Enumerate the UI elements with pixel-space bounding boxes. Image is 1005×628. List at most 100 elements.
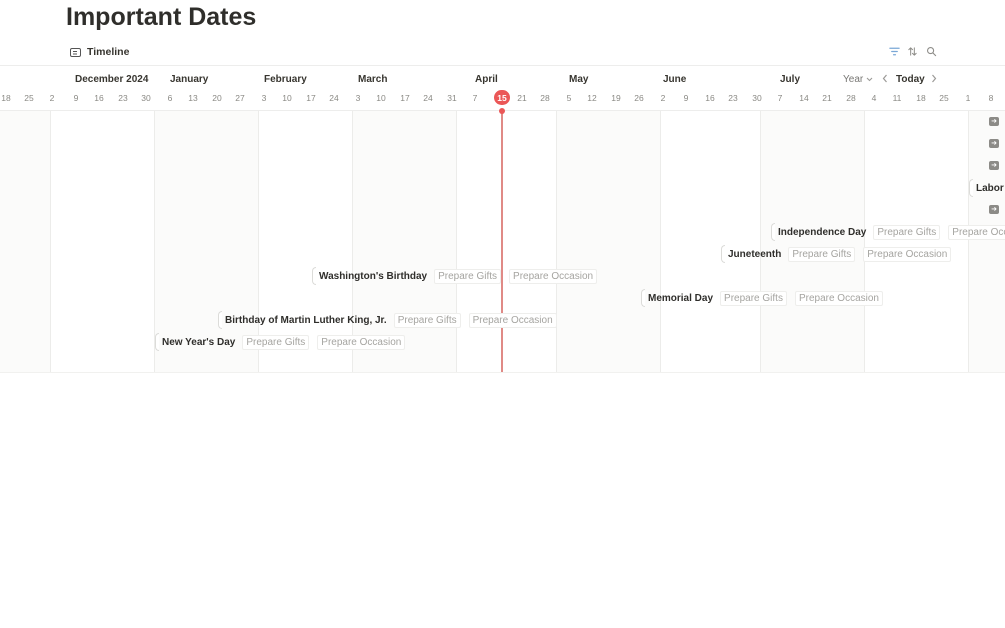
- month-gridline: [154, 111, 155, 373]
- month-gridline: [50, 111, 51, 373]
- month-gridline: [456, 111, 457, 373]
- filter-icon[interactable]: [888, 45, 900, 57]
- timeline-event[interactable]: Labor D: [969, 179, 1005, 197]
- day-tick: 8: [988, 93, 994, 103]
- event-drag-handle[interactable]: [721, 245, 725, 263]
- day-tick: 16: [705, 93, 715, 103]
- day-tick: 2: [660, 93, 666, 103]
- day-tick: 7: [777, 93, 783, 103]
- header-divider: [0, 65, 1005, 66]
- day-tick: 7: [472, 93, 478, 103]
- day-tick: 26: [634, 93, 644, 103]
- month-label: May: [569, 74, 589, 85]
- event-drag-handle[interactable]: [218, 311, 222, 329]
- event-property-chip: Prepare Gifts: [434, 268, 502, 284]
- month-gridline: [760, 111, 761, 373]
- event-name[interactable]: Juneteenth: [728, 248, 782, 260]
- day-tick: 21: [517, 93, 527, 103]
- day-tick: 23: [118, 93, 128, 103]
- month-label: April: [475, 74, 498, 85]
- today-line: [501, 110, 503, 373]
- scroll-to-event-arrow-icon[interactable]: ➜: [989, 139, 999, 148]
- event-drag-handle[interactable]: [155, 333, 159, 351]
- month-gridline: [660, 111, 661, 373]
- timeline-event[interactable]: Memorial Day Prepare Gifts Prepare Occas…: [641, 289, 891, 307]
- timeline-event[interactable]: Washington's Birthday Prepare Gifts Prep…: [312, 267, 605, 285]
- event-name[interactable]: Labor D: [976, 182, 1005, 194]
- day-tick: 10: [282, 93, 292, 103]
- day-tick: 24: [329, 93, 339, 103]
- column-shade: [352, 111, 456, 373]
- scroll-to-event-arrow-icon[interactable]: ➜: [989, 205, 999, 214]
- today-date-badge: 15: [494, 90, 510, 105]
- month-label: January: [170, 74, 209, 85]
- event-name[interactable]: New Year's Day: [162, 336, 236, 348]
- chevron-right-icon[interactable]: [931, 74, 937, 86]
- scale-select-value: Year: [843, 74, 864, 85]
- column-shade: [760, 111, 864, 373]
- day-tick: 3: [355, 93, 361, 103]
- day-tick: 9: [73, 93, 79, 103]
- event-name[interactable]: Memorial Day: [648, 292, 714, 304]
- tab-timeline[interactable]: Timeline: [70, 43, 129, 61]
- today-button[interactable]: Today: [896, 74, 925, 85]
- event-drag-handle[interactable]: [641, 289, 645, 307]
- month-label: June: [663, 74, 687, 85]
- day-tick: 18: [1, 93, 11, 103]
- chevron-left-icon[interactable]: [882, 74, 888, 86]
- day-tick: 3: [261, 93, 267, 103]
- timeline-event[interactable]: New Year's Day Prepare Gifts Prepare Occ…: [155, 333, 413, 351]
- event-property-chip: Prepare Occasion: [794, 290, 883, 306]
- day-tick: 24: [423, 93, 433, 103]
- month-label: December 2024: [75, 74, 149, 85]
- sort-icon[interactable]: [906, 45, 918, 57]
- event-property-chip: Prepare Gifts: [788, 246, 856, 262]
- event-property-chip: Prepare Occasion: [863, 246, 952, 262]
- tab-timeline-label: Timeline: [87, 46, 130, 58]
- event-property-chip: Prepare Gifts: [393, 312, 461, 328]
- column-shade: [154, 111, 258, 373]
- day-tick: 6: [167, 93, 173, 103]
- day-tick: 28: [846, 93, 856, 103]
- chevron-down-icon: [866, 77, 873, 82]
- month-gridline: [352, 111, 353, 373]
- event-property-chip: Prepare Gifts: [720, 290, 787, 306]
- day-tick: 28: [540, 93, 550, 103]
- event-drag-handle[interactable]: [969, 179, 973, 197]
- day-tick: 30: [141, 93, 151, 103]
- day-tick: 17: [306, 93, 316, 103]
- event-property-chip: Prepare Gifts: [242, 334, 310, 350]
- month-gridline: [258, 111, 259, 373]
- day-tick: 1: [965, 93, 971, 103]
- event-name[interactable]: Independence Day: [778, 226, 867, 238]
- event-drag-handle[interactable]: [771, 223, 775, 241]
- search-icon[interactable]: [925, 45, 937, 57]
- event-name[interactable]: Birthday of Martin Luther King, Jr.: [225, 314, 387, 326]
- timeline-canvas: December 2024 January February March Apr…: [0, 66, 1005, 373]
- column-shade: [968, 111, 1005, 373]
- day-tick: 25: [24, 93, 34, 103]
- timeline-event[interactable]: Birthday of Martin Luther King, Jr. Prep…: [218, 311, 565, 329]
- today-marker-dot: [499, 108, 505, 114]
- day-tick: 10: [376, 93, 386, 103]
- timeline-event[interactable]: Independence Day Prepare Gifts Prepare O…: [771, 223, 1005, 241]
- month-label: July: [780, 74, 801, 85]
- column-shade: [0, 111, 50, 373]
- page-title: Important Dates: [66, 3, 257, 31]
- month-label: February: [264, 74, 307, 85]
- scroll-to-event-arrow-icon[interactable]: ➜: [989, 117, 999, 126]
- day-tick: 2: [49, 93, 55, 103]
- day-tick: 20: [212, 93, 222, 103]
- scroll-to-event-arrow-icon[interactable]: ➜: [989, 161, 999, 170]
- day-tick: 4: [871, 93, 877, 103]
- day-tick: 30: [752, 93, 762, 103]
- scale-select[interactable]: Year: [843, 74, 873, 85]
- event-drag-handle[interactable]: [312, 267, 316, 285]
- event-name[interactable]: Washington's Birthday: [319, 270, 428, 282]
- day-tick: 18: [916, 93, 926, 103]
- timeline-event[interactable]: Juneteenth Prepare Gifts Prepare Occasio…: [721, 245, 959, 263]
- day-tick: 5: [566, 93, 572, 103]
- day-tick: 17: [400, 93, 410, 103]
- day-tick: 27: [235, 93, 245, 103]
- event-property-chip: Prepare Occasion: [468, 312, 557, 328]
